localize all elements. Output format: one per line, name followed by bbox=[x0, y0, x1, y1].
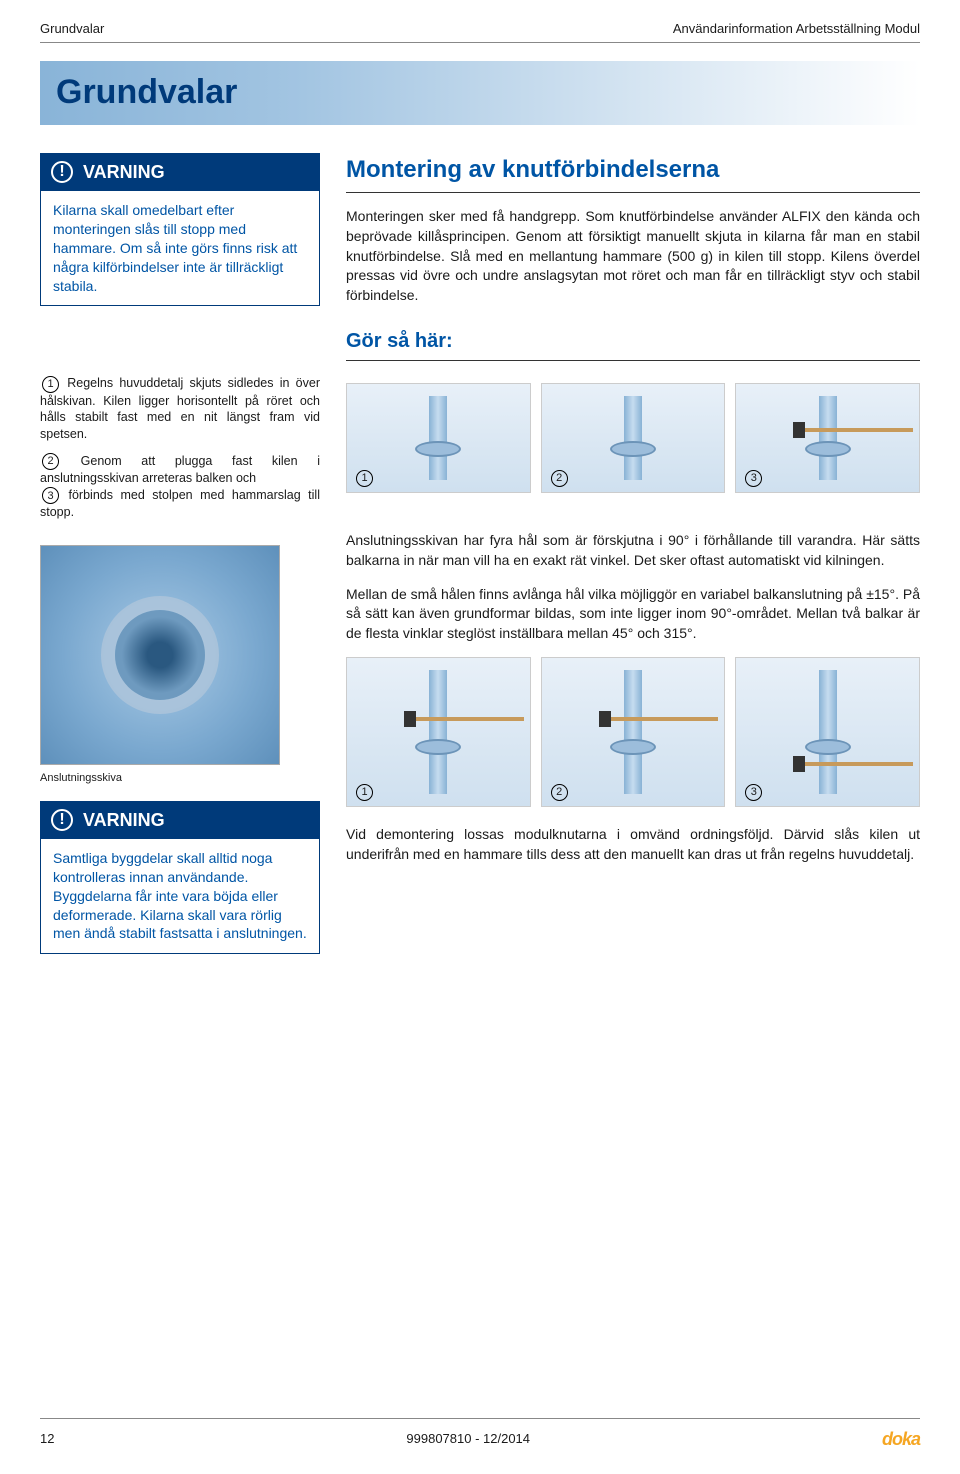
connector-image bbox=[40, 545, 280, 765]
page-header: Grundvalar Användarinformation Arbetsstä… bbox=[40, 20, 920, 43]
figure-1: 1 bbox=[346, 657, 531, 807]
subsection-heading: Gör så här: bbox=[346, 327, 920, 361]
figure-row-top: 1 2 3 bbox=[346, 375, 920, 531]
figure-2: 2 bbox=[541, 383, 726, 493]
warning-header: ! VARNING bbox=[41, 154, 319, 191]
figure-label: 2 bbox=[551, 470, 568, 487]
step-number: 1 bbox=[42, 376, 59, 393]
step-text: Regelns huvuddetalj skjuts sidledes in ö… bbox=[40, 376, 320, 441]
doka-logo: doka bbox=[882, 1427, 920, 1452]
warning-text: Kilarna skall omedelbart efter montering… bbox=[41, 191, 319, 305]
page-footer: 12 999807810 - 12/2014 doka bbox=[40, 1418, 920, 1452]
step-number: 2 bbox=[42, 453, 59, 470]
figure-label: 2 bbox=[551, 784, 568, 801]
section-heading: Montering av knutförbindelserna bbox=[346, 153, 920, 194]
right-column: Montering av knutförbindelserna Monterin… bbox=[346, 153, 920, 376]
header-right: Användarinformation Arbetsställning Modu… bbox=[673, 20, 920, 38]
step-number: 3 bbox=[42, 487, 59, 504]
step-text: Genom att plugga fast kilen i anslutning… bbox=[40, 454, 320, 485]
paragraph: Mellan de små hålen finns avlånga hål vi… bbox=[346, 585, 920, 644]
page-number: 12 bbox=[40, 1430, 54, 1448]
warning-header: ! VARNING bbox=[41, 802, 319, 839]
connector-caption: Anslutningsskiva bbox=[40, 771, 320, 786]
section-text: Monteringen sker med få handgrepp. Som k… bbox=[346, 207, 920, 305]
warning-text: Samtliga byggdelar skall alltid noga kon… bbox=[41, 839, 319, 953]
figure-3: 3 bbox=[735, 383, 920, 493]
paragraph: Vid demontering lossas modulknutarna i o… bbox=[346, 825, 920, 864]
warning-box-1: ! VARNING Kilarna skall omedelbart efter… bbox=[40, 153, 320, 307]
figure-row-bottom: 1 2 3 bbox=[346, 657, 920, 807]
warning-box-2: ! VARNING Samtliga byggdelar skall allti… bbox=[40, 801, 320, 955]
figure-3: 3 bbox=[735, 657, 920, 807]
step-2: 2 Genom att plugga fast kilen i anslutni… bbox=[40, 453, 320, 521]
step-1: 1 Regelns huvuddetalj skjuts sidledes in… bbox=[40, 375, 320, 443]
warning-icon: ! bbox=[51, 161, 73, 183]
figure-1: 1 bbox=[346, 383, 531, 493]
page-title: Grundvalar bbox=[56, 69, 904, 117]
title-band: Grundvalar bbox=[40, 61, 920, 125]
warning-label: VARNING bbox=[83, 160, 165, 185]
right-lower-column: Anslutningsskivan har fyra hål som är fö… bbox=[346, 531, 920, 972]
warning-icon: ! bbox=[51, 809, 73, 831]
paragraph: Anslutningsskivan har fyra hål som är fö… bbox=[346, 531, 920, 570]
left-column: ! VARNING Kilarna skall omedelbart efter… bbox=[40, 153, 320, 376]
doc-id: 999807810 - 12/2014 bbox=[406, 1430, 530, 1448]
steps-column: 1 Regelns huvuddetalj skjuts sidledes in… bbox=[40, 375, 320, 531]
connector-image-column: Anslutningsskiva ! VARNING Samtliga bygg… bbox=[40, 531, 320, 972]
warning-label: VARNING bbox=[83, 808, 165, 833]
step-text: förbinds med stolpen med hammarslag till… bbox=[40, 488, 320, 519]
header-left: Grundvalar bbox=[40, 20, 104, 38]
figure-2: 2 bbox=[541, 657, 726, 807]
